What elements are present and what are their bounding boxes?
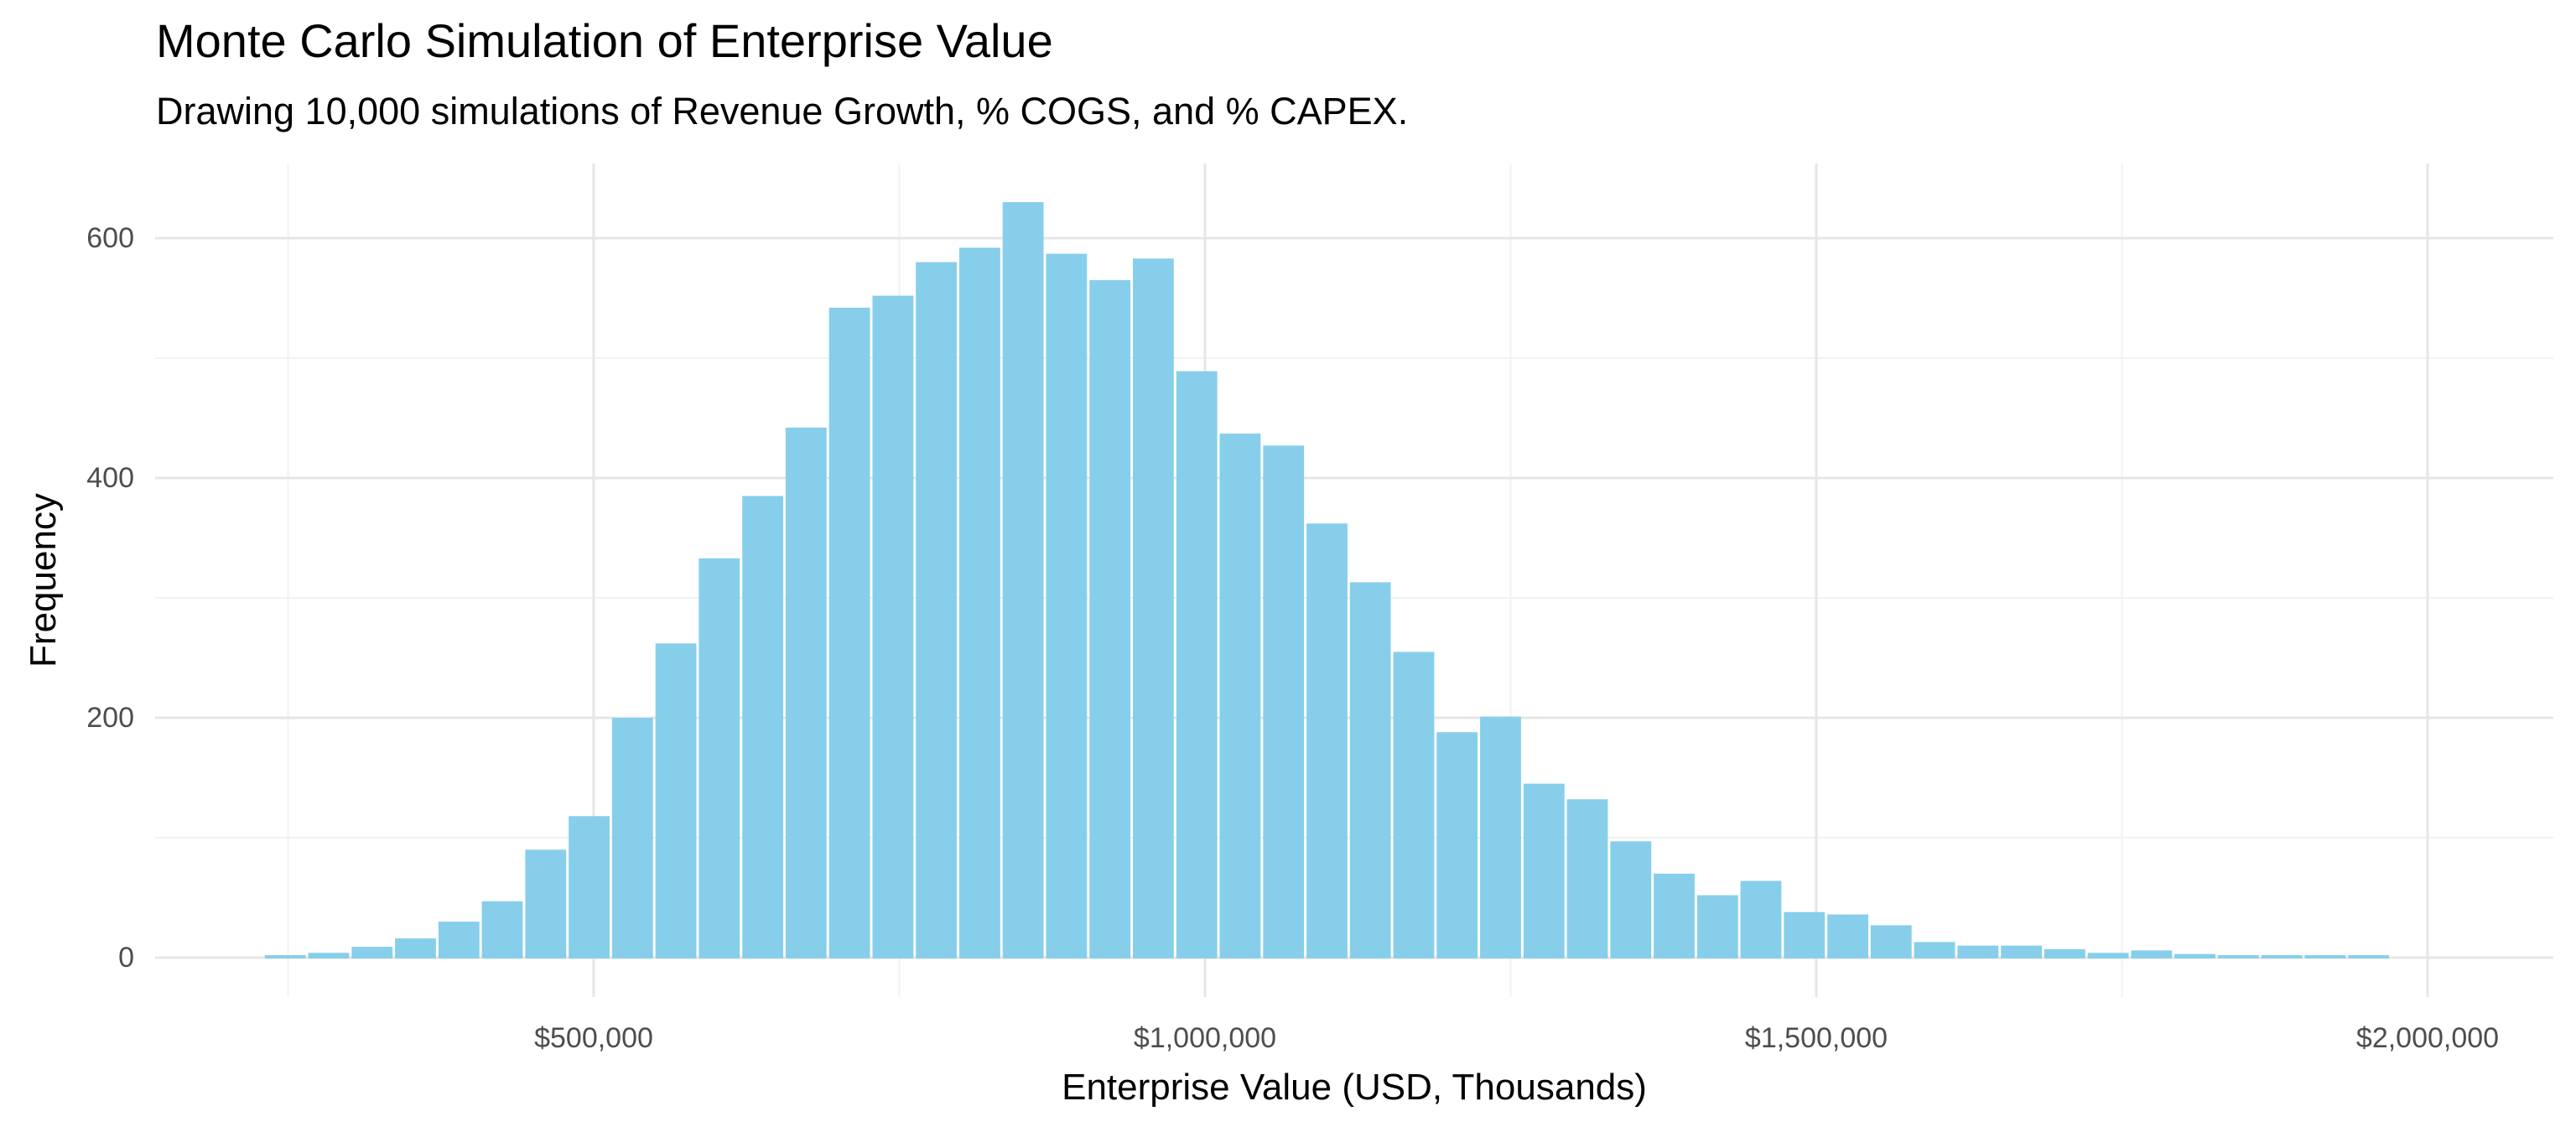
histogram-bar (569, 816, 610, 958)
histogram-bar (2348, 955, 2390, 958)
histogram-bar (872, 295, 914, 959)
histogram-bar (264, 955, 306, 958)
histogram-bar (1263, 445, 1305, 958)
histogram-bar (785, 427, 827, 958)
histogram-bar (2261, 955, 2303, 958)
y-tick-label: 200 (86, 702, 134, 734)
histogram-bar (2087, 953, 2129, 958)
histogram-bar (1654, 873, 1695, 958)
histogram-bar (1827, 914, 1868, 958)
histogram-bar (1306, 523, 1348, 958)
y-tick-label: 600 (86, 222, 134, 254)
histogram-bar (1349, 582, 1391, 958)
x-tick-label: $1,000,000 (1133, 1022, 1277, 1054)
y-axis-title: Frequency (23, 493, 64, 667)
histogram-bar (611, 718, 653, 958)
histogram-bar (2174, 953, 2215, 958)
histogram-bar (1696, 895, 1738, 958)
histogram-bar (1914, 942, 1955, 958)
histogram-bar (2304, 955, 2346, 958)
histogram-bar (525, 849, 567, 958)
chart-subtitle: Drawing 10,000 simulations of Revenue Gr… (156, 90, 1409, 132)
histogram-bar (351, 947, 393, 958)
histogram-bar (1133, 258, 1174, 958)
histogram-bar (1393, 652, 1435, 958)
histogram-bar (916, 262, 957, 959)
histogram-bar (959, 247, 1000, 958)
histogram-bar (1089, 280, 1131, 959)
histogram-bar (438, 922, 480, 958)
histogram-bar (1957, 945, 1999, 958)
histogram-bar (1176, 371, 1218, 958)
histogram-bar (2044, 949, 2085, 958)
chart-title: Monte Carlo Simulation of Enterprise Val… (156, 14, 1053, 67)
histogram-bar (1436, 732, 1478, 958)
histogram-bar (828, 307, 870, 958)
x-axis-title: Enterprise Value (USD, Thousands) (1062, 1067, 1647, 1108)
histogram-bar (1784, 911, 1826, 958)
histogram-bar (1046, 253, 1088, 959)
histogram-bar (2218, 955, 2259, 958)
histogram-bar (1870, 925, 1912, 958)
histogram-bar (1002, 202, 1044, 959)
histogram-bar (395, 938, 436, 958)
histogram-bar (2131, 950, 2173, 958)
histogram-bar (655, 643, 697, 958)
histogram-bar (742, 496, 783, 958)
histogram-bar (481, 901, 523, 958)
y-tick-label: 0 (118, 942, 134, 974)
histogram-bar (308, 953, 350, 958)
histogram-bar (1740, 880, 1782, 958)
x-tick-label: $1,500,000 (1744, 1022, 1888, 1054)
histogram-bar (1523, 783, 1565, 958)
y-tick-label: 400 (86, 462, 134, 494)
x-tick-label: $500,000 (534, 1022, 653, 1054)
histogram-bar (2001, 945, 2042, 958)
histogram-bar (1480, 716, 1521, 958)
histogram-bar (1566, 799, 1608, 958)
x-tick-label: $2,000,000 (2355, 1022, 2500, 1054)
histogram-bar (1610, 841, 1652, 958)
histogram-bar (699, 558, 740, 958)
histogram-bar (1219, 434, 1261, 958)
